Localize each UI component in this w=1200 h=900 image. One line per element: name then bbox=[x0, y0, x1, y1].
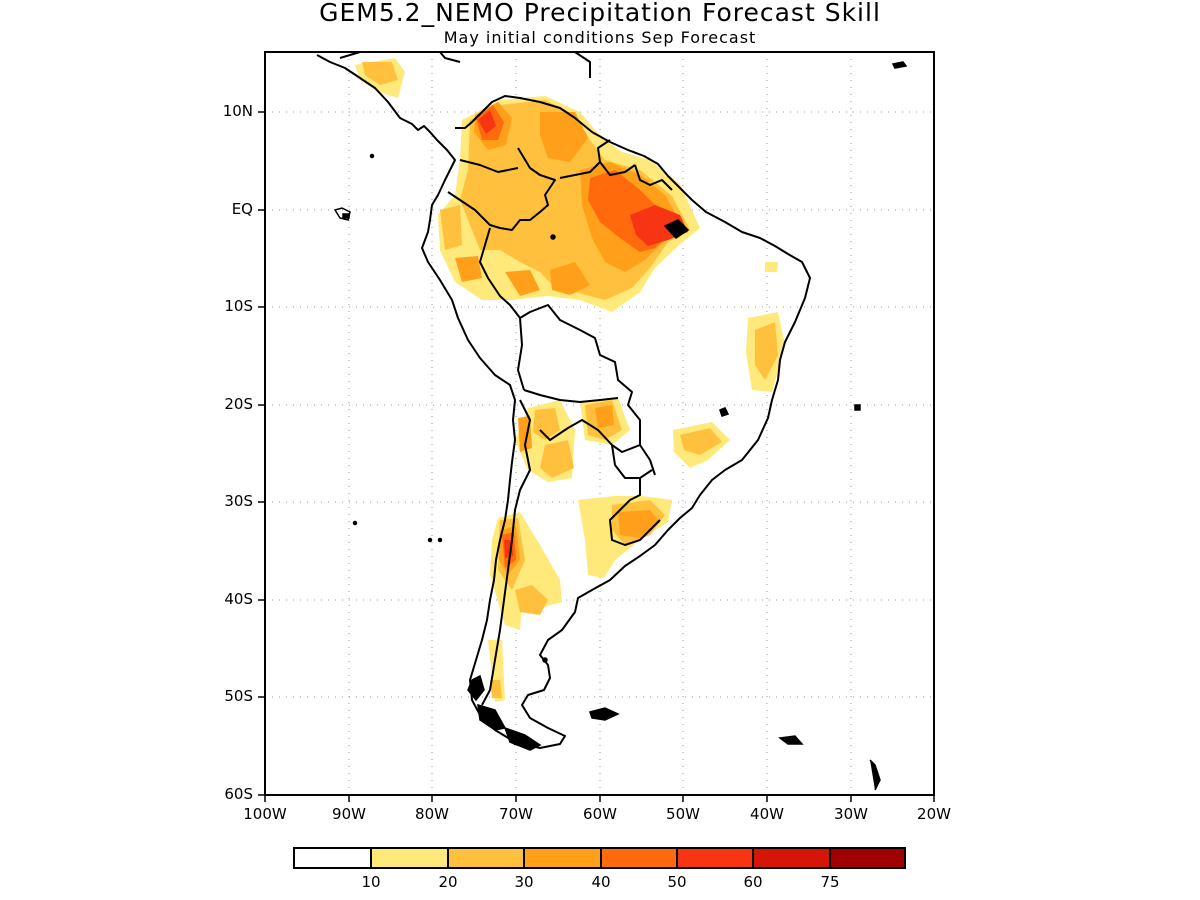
colorbar-swatch bbox=[370, 847, 449, 869]
axis-ticks bbox=[258, 111, 935, 802]
colorbar-label: 60 bbox=[743, 873, 763, 891]
skill-contours bbox=[355, 58, 785, 702]
x-tick-label: 40W bbox=[750, 805, 784, 823]
colorbar-label: 30 bbox=[514, 873, 534, 891]
colorbar-swatch bbox=[829, 847, 906, 869]
chart-title: GEM5.2_NEMO Precipitation Forecast Skill bbox=[319, 0, 881, 27]
x-tick-label: 80W bbox=[415, 805, 449, 823]
x-tick-label: 70W bbox=[499, 805, 533, 823]
colorbar-label: 50 bbox=[667, 873, 687, 891]
colorbar-swatch bbox=[600, 847, 678, 869]
colorbar-label: 75 bbox=[820, 873, 840, 891]
colorbar-swatch bbox=[447, 847, 525, 869]
x-tick-label: 60W bbox=[583, 805, 617, 823]
y-tick-label: 10N bbox=[222, 102, 253, 120]
y-tick-label: 30S bbox=[224, 492, 253, 510]
y-tick-label: 40S bbox=[224, 590, 253, 608]
colorbar-swatch bbox=[293, 847, 372, 869]
colorbar-label: 40 bbox=[591, 873, 611, 891]
y-tick-label: EQ bbox=[231, 200, 253, 218]
x-tick-label: 20W bbox=[917, 805, 951, 823]
y-tick-label: 10S bbox=[224, 297, 253, 315]
x-tick-label: 30W bbox=[834, 805, 868, 823]
coastlines bbox=[316, 52, 811, 749]
colorbar-swatch bbox=[676, 847, 754, 869]
y-tick-label: 50S bbox=[224, 687, 253, 705]
x-tick-label: 100W bbox=[243, 805, 287, 823]
islands bbox=[333, 61, 908, 791]
y-tick-label: 20S bbox=[224, 395, 253, 413]
chart-subtitle: May initial conditions Sep Forecast bbox=[443, 28, 757, 47]
colorbar-swatch bbox=[752, 847, 831, 869]
x-tick-label: 50W bbox=[666, 805, 700, 823]
colorbar-label: 10 bbox=[361, 873, 381, 891]
colorbar-label: 20 bbox=[438, 873, 458, 891]
x-tick-label: 90W bbox=[332, 805, 366, 823]
colorbar-swatch bbox=[523, 847, 602, 869]
y-tick-label: 60S bbox=[224, 785, 253, 803]
